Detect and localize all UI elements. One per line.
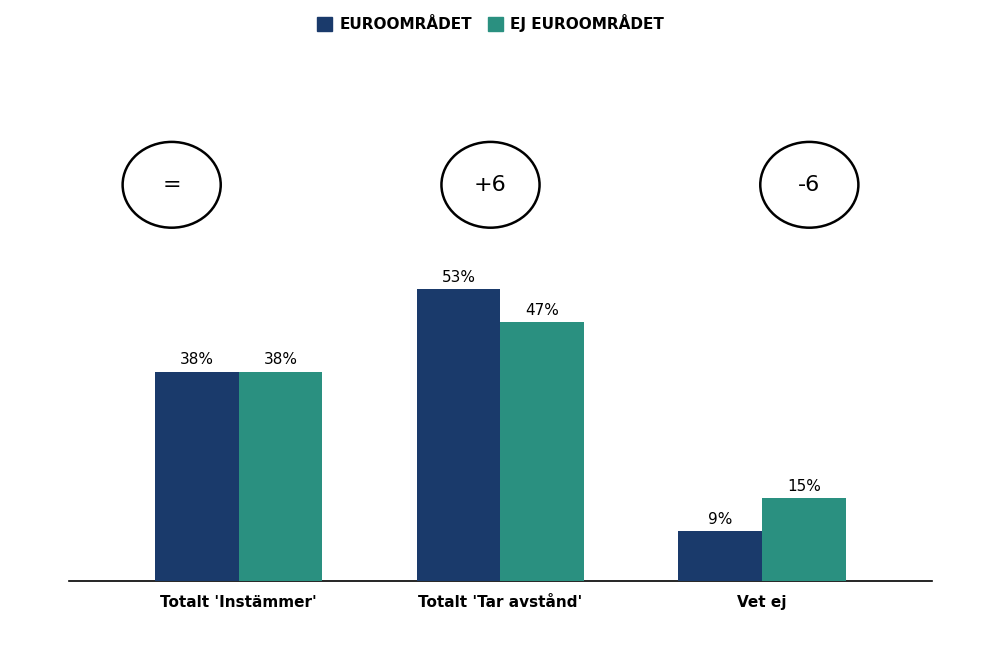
Bar — [155, 372, 238, 581]
Text: 38%: 38% — [264, 352, 297, 368]
Text: 47%: 47% — [525, 303, 559, 318]
Text: 9%: 9% — [708, 512, 732, 527]
Text: =: = — [163, 175, 181, 195]
Bar — [500, 322, 584, 581]
Bar — [762, 498, 846, 581]
Bar — [417, 289, 500, 581]
Text: +6: +6 — [474, 175, 507, 195]
Text: 15%: 15% — [787, 479, 821, 494]
Legend: EUROOMRÅDET, EJ EUROOMRÅDET: EUROOMRÅDET, EJ EUROOMRÅDET — [317, 15, 664, 32]
Text: 53%: 53% — [441, 270, 476, 285]
Text: -6: -6 — [799, 175, 820, 195]
Text: 38%: 38% — [180, 352, 214, 368]
Bar — [238, 372, 323, 581]
Bar — [678, 531, 762, 581]
